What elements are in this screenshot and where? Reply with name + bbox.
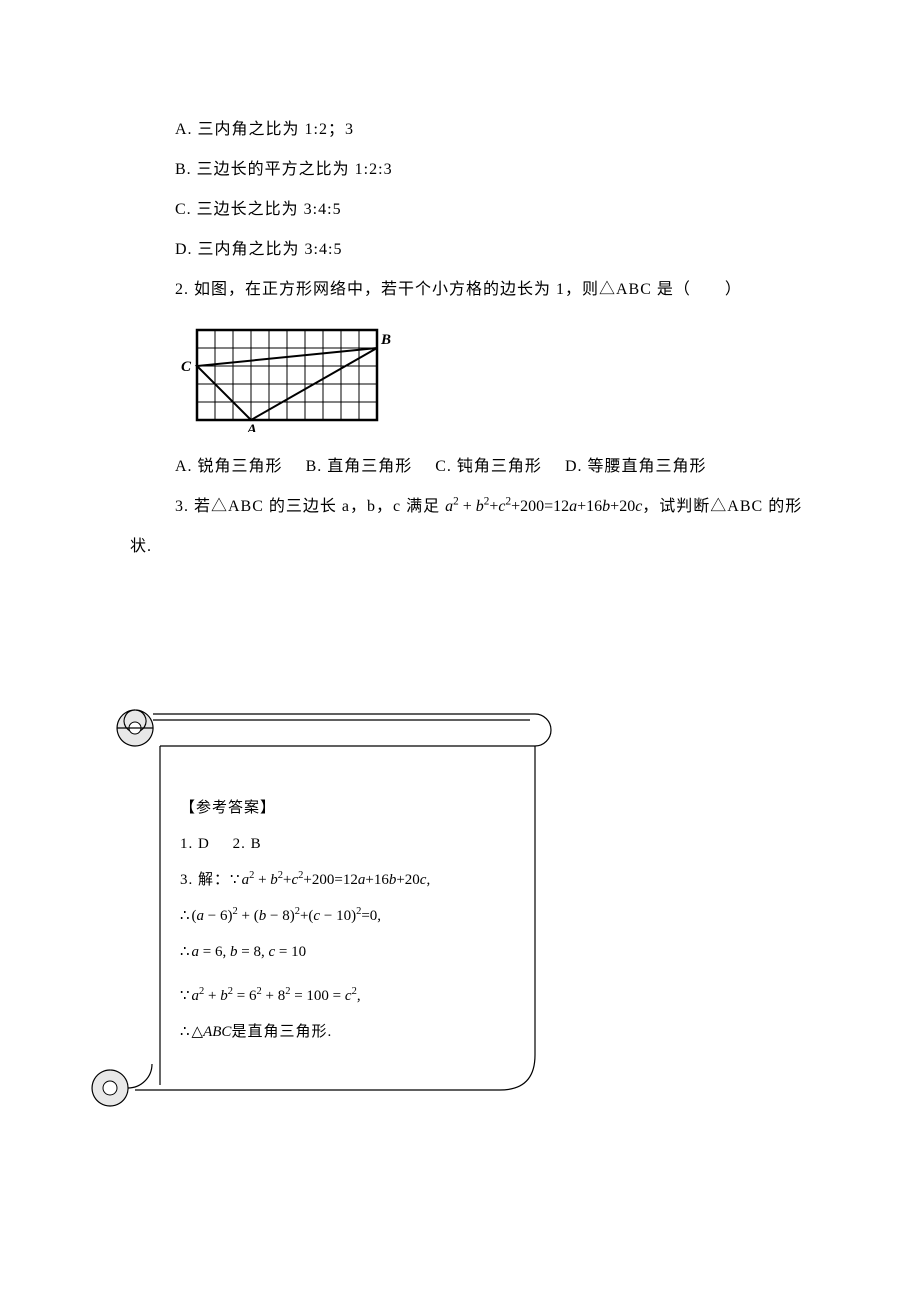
- answer-3-line1: 3. 解：a2 + b2+c2+200=12a+16b+20c,: [180, 862, 560, 898]
- q3-stem: 3. 若△ABC 的三边长 a，b，c 满足 a2 + b2+c2+200=12…: [130, 487, 820, 527]
- answer-2: 2. B: [233, 826, 262, 862]
- q1-opt-b: B. 三边长的平方之比为 1:2:3: [130, 150, 820, 190]
- q3-formula: a2 + b2+c2+200=12a+16b+20c: [445, 498, 642, 515]
- q2-opt-b: B. 直角三角形: [306, 447, 413, 487]
- q3-prefix: 3. 若△ABC 的三边长 a，b，c 满足: [175, 498, 445, 515]
- q1-opt-a: A. 三内角之比为 1:2；3: [130, 110, 820, 150]
- answer-3-line2: (a − 6)2 + (b − 8)2+(c − 10)2=0,: [180, 898, 560, 934]
- triangle-grid-svg: A B C: [175, 320, 397, 432]
- answer-title: 【参考答案】: [180, 790, 560, 826]
- answer-3-line5: △ABC是直角三角形.: [180, 1014, 560, 1050]
- q2-options: A. 锐角三角形 B. 直角三角形 C. 钝角三角形 D. 等腰直角三角形: [130, 447, 820, 487]
- q2-grid-figure: A B C: [175, 320, 820, 437]
- answer-12: 1. D 2. B: [180, 826, 560, 862]
- answer-3-line3: a = 6, b = 8, c = 10: [180, 934, 560, 970]
- answer-3-line4: a2 + b2 = 62 + 82 = 100 = c2,: [180, 978, 560, 1014]
- q3-line2: 状.: [130, 527, 820, 567]
- q2-opt-d: D. 等腰直角三角形: [565, 447, 707, 487]
- svg-text:A: A: [246, 422, 257, 432]
- q2-opt-c: C. 钝角三角形: [435, 447, 542, 487]
- q2-opt-a: A. 锐角三角形: [175, 447, 283, 487]
- q1-opt-c: C. 三边长之比为 3:4:5: [130, 190, 820, 230]
- svg-text:B: B: [380, 332, 391, 348]
- scroll-content: 【参考答案】 1. D 2. B 3. 解：a2 + b2+c2+200=12a…: [180, 790, 560, 1050]
- q2-stem: 2. 如图，在正方形网络中，若干个小方格的边长为 1，则△ABC 是（ ）: [130, 270, 820, 310]
- q1-opt-d: D. 三内角之比为 3:4:5: [130, 230, 820, 270]
- answer-scroll-box: 【参考答案】 1. D 2. B 3. 解：a2 + b2+c2+200=12a…: [80, 690, 580, 1125]
- svg-text:C: C: [181, 359, 192, 375]
- answer-1: 1. D: [180, 826, 210, 862]
- q3-suffix: ，试判断△ABC 的形: [642, 498, 802, 515]
